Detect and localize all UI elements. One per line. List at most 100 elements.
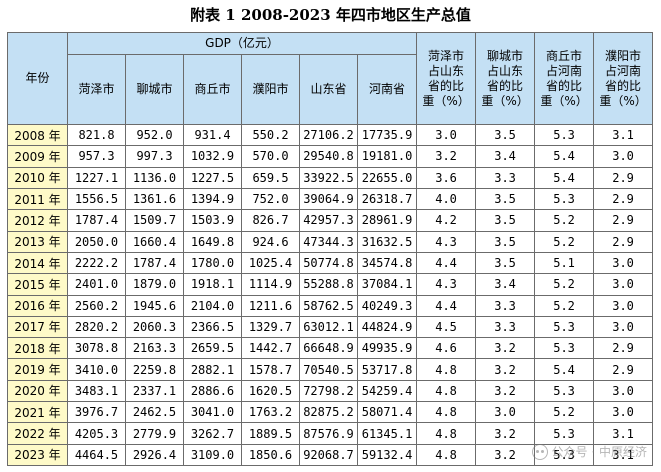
- gdp-cell: 3262.7: [183, 422, 242, 445]
- gdp-cell: 17735.9: [356, 123, 418, 147]
- gdp-cell: 58762.5: [299, 294, 358, 317]
- gdp-cell: 1329.7: [241, 315, 300, 339]
- col-header-puyang: 濮阳市: [241, 54, 300, 125]
- ratio-cell: 4.8: [416, 401, 477, 424]
- gdp-cell: 1780.0: [183, 251, 242, 275]
- year-cell: 2019 年: [7, 358, 68, 381]
- table-body: 2008 年 821.8 952.0 931.4 550.2 27106.2 17735.9…: [7, 123, 654, 467]
- gdp-cell: 42957.3: [299, 209, 358, 232]
- ratio-cell: 4.8: [416, 443, 477, 467]
- gdp-cell: 37084.1: [356, 273, 418, 296]
- gdp-cell: 3109.0: [183, 443, 242, 467]
- year-cell: 2017 年: [7, 315, 68, 339]
- ratio-cell: 3.0: [593, 294, 654, 317]
- gdp-cell: 2366.5: [183, 315, 242, 339]
- gdp-cell: 3078.8: [67, 337, 126, 360]
- gdp-cell: 50774.8: [299, 251, 358, 275]
- gdp-cell: 2560.2: [67, 294, 126, 317]
- gdp-cell: 1227.5: [183, 166, 242, 189]
- ratio-cell: 4.8: [416, 422, 477, 445]
- ratio-header-line: 省的比: [605, 78, 642, 93]
- ratio-cell: 4.8: [416, 379, 477, 403]
- ratio-header-line: 占山东: [428, 63, 465, 78]
- ratio-cell: 5.2: [534, 401, 595, 424]
- year-cell: 2022 年: [7, 422, 68, 445]
- gdp-cell: 2926.4: [125, 443, 184, 467]
- ratio-cell: 4.3: [416, 230, 477, 253]
- year-cell: 2014 年: [7, 251, 68, 275]
- gdp-cell: 59132.4: [356, 443, 418, 467]
- gdp-cell: 33922.5: [299, 166, 358, 189]
- gdp-cell: 1620.5: [241, 379, 300, 403]
- gdp-cell: 931.4: [183, 123, 242, 147]
- gdp-cell: 4464.5: [67, 443, 126, 467]
- gdp-cell: 957.3: [67, 145, 126, 168]
- ratio-cell: 3.2: [475, 379, 536, 403]
- table-title: 附表 1 2008-2023 年四市地区生产总值: [190, 6, 471, 24]
- wechat-logo-icon: [531, 443, 548, 460]
- ratio-cell: 4.4: [416, 294, 477, 317]
- gdp-cell: 3041.0: [183, 401, 242, 424]
- gdp-cell: 1660.4: [125, 230, 184, 253]
- ratio-cell: 3.2: [475, 443, 536, 467]
- gdp-cell: 58071.4: [356, 401, 418, 424]
- ratio-cell: 5.3: [534, 337, 595, 360]
- ratio-cell: 2.9: [593, 166, 654, 189]
- ratio-cell: 5.4: [534, 358, 595, 381]
- gdp-cell: 1361.6: [125, 187, 184, 211]
- gdp-cell: 826.7: [241, 209, 300, 232]
- ratio-cell: 4.0: [416, 187, 477, 211]
- ratio-header-line: 占山东: [487, 63, 524, 78]
- table-row: 2016 年 2560.2 1945.6 2104.0 1211.6 58762.5 402…: [7, 294, 654, 317]
- table-row: 2022 年 4205.3 2779.9 3262.7 1889.5 87576.9 613…: [7, 422, 654, 445]
- col-header-shandong: 山东省: [299, 54, 358, 125]
- ratio-cell: 2.9: [593, 187, 654, 211]
- year-cell: 2015 年: [7, 273, 68, 296]
- ratio-cell: 3.4: [475, 145, 536, 168]
- ratio-header-line: 占河南: [605, 63, 642, 78]
- ratio-cell: 3.5: [475, 230, 536, 253]
- gdp-cell: 55288.8: [299, 273, 358, 296]
- ratio-cell: 3.5: [475, 123, 536, 147]
- gdp-cell: 2050.0: [67, 230, 126, 253]
- ratio-cell: 5.4: [534, 145, 595, 168]
- ratio-cell: 3.2: [475, 422, 536, 445]
- gdp-cell: 34574.8: [356, 251, 418, 275]
- gdp-cell: 2060.3: [125, 315, 184, 339]
- gdp-cell: 952.0: [125, 123, 184, 147]
- table-row: 2010 年 1227.1 1136.0 1227.5 659.5 33922.5 2265…: [7, 166, 654, 189]
- ratio-cell: 5.4: [534, 166, 595, 189]
- gdp-cell: 27106.2: [299, 123, 358, 147]
- gdp-cell: 1394.9: [183, 187, 242, 211]
- ratio-header-heze: 菏泽市 占山东 省的比 重（%）: [416, 32, 477, 125]
- table-row: 2023 年 4464.5 2926.4 3109.0 1850.6 92068.7 591…: [7, 443, 654, 467]
- gdp-cell: 26318.7: [356, 187, 418, 211]
- gdp-cell: 997.3: [125, 145, 184, 168]
- gdp-cell: 54259.4: [356, 379, 418, 403]
- watermark: 公众号 · 中原经济: [531, 443, 647, 460]
- ratio-cell: 3.5: [475, 209, 536, 232]
- gdp-cell: 1879.0: [125, 273, 184, 296]
- ratio-header-line: 省的比: [428, 78, 465, 93]
- year-cell: 2009 年: [7, 145, 68, 168]
- ratio-cell: 4.4: [416, 251, 477, 275]
- gdp-cell: 2820.2: [67, 315, 126, 339]
- ratio-cell: 3.1: [593, 443, 654, 467]
- ratio-header-line: 省的比: [546, 78, 583, 93]
- table-row: 2019 年 3410.0 2259.8 2882.1 1578.7 70540.5 537…: [7, 358, 654, 381]
- ratio-cell: 3.4: [475, 273, 536, 296]
- gdp-cell: 1918.1: [183, 273, 242, 296]
- ratio-cell: 2.9: [593, 209, 654, 232]
- gdp-cell: 1114.9: [241, 273, 300, 296]
- ratio-cell: 3.3: [475, 166, 536, 189]
- ratio-cell: 4.5: [416, 315, 477, 339]
- table-row: 2021 年 3976.7 2462.5 3041.0 1763.2 82875.2 580…: [7, 401, 654, 424]
- gdp-cell: 1025.4: [241, 251, 300, 275]
- ratio-cell: 5.2: [534, 273, 595, 296]
- gdp-cell: 2163.3: [125, 337, 184, 360]
- gdp-cell: 61345.1: [356, 422, 418, 445]
- ratio-header-line: 菏泽市: [428, 48, 465, 63]
- ratio-cell: 3.2: [475, 337, 536, 360]
- ratio-cell: 5.3: [534, 422, 595, 445]
- gdp-cell: 1787.4: [125, 251, 184, 275]
